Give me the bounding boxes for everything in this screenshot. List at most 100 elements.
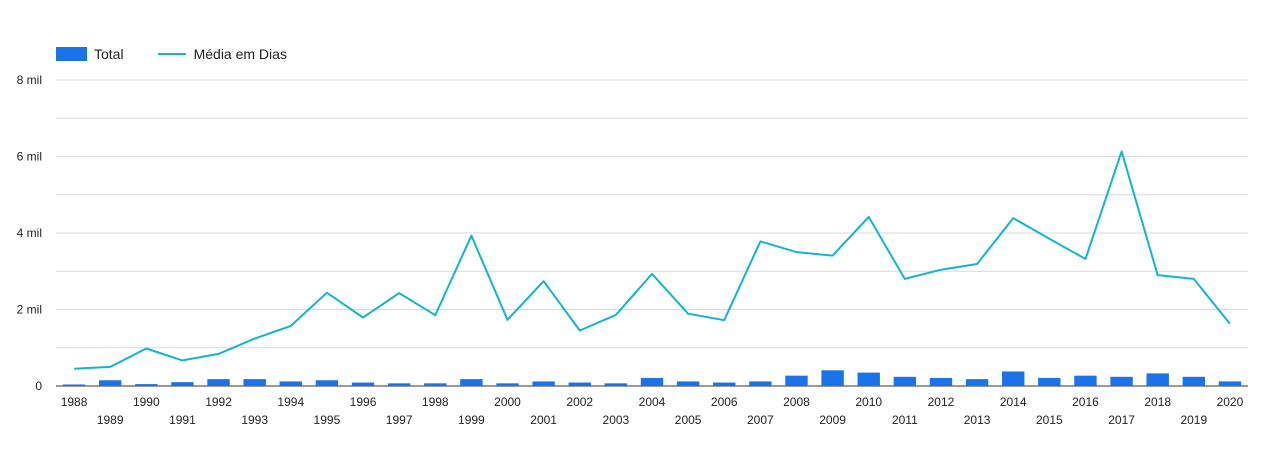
x-tick-label: 2013 (964, 413, 991, 427)
x-tick-label: 2011 (892, 413, 918, 427)
point-media-1991[interactable] (179, 357, 185, 363)
bar-total-1992[interactable] (207, 379, 230, 386)
point-media-2018[interactable] (1155, 272, 1161, 278)
point-media-1988[interactable] (71, 366, 77, 372)
bar-total-1988[interactable] (62, 384, 86, 386)
legend-item-total[interactable]: Total (56, 46, 124, 62)
point-media-2012[interactable] (938, 267, 944, 273)
x-tick-label: 1997 (386, 413, 413, 427)
x-tick-label: 1996 (350, 395, 377, 409)
bar-total-1990[interactable] (135, 384, 158, 386)
point-media-1989[interactable] (107, 364, 113, 370)
point-media-2001[interactable] (541, 278, 547, 284)
point-media-1997[interactable] (396, 290, 402, 296)
bar-total-2017[interactable] (1110, 376, 1133, 386)
point-media-1998[interactable] (432, 312, 438, 318)
x-tick-label: 1999 (458, 413, 485, 427)
point-media-2004[interactable] (649, 271, 655, 277)
point-media-2009[interactable] (830, 253, 836, 259)
point-media-2017[interactable] (1119, 149, 1125, 155)
x-tick-label: 2003 (603, 413, 630, 427)
legend-item-media[interactable]: Média em Dias (157, 46, 287, 62)
bar-total-2000[interactable] (496, 383, 519, 386)
legend-swatch-total (56, 47, 87, 61)
point-media-2006[interactable] (721, 317, 727, 323)
bar-total-2011[interactable] (893, 376, 917, 386)
x-tick-label: 1993 (241, 413, 268, 427)
x-tick-label: 2016 (1072, 395, 1099, 409)
x-tick-label: 2002 (566, 395, 593, 409)
x-tick-label: 1992 (205, 395, 232, 409)
bar-total-2002[interactable] (568, 382, 591, 386)
bar-total-1997[interactable] (387, 383, 411, 386)
bar-total-2016[interactable] (1074, 375, 1097, 386)
legend-label-media: Média em Dias (193, 46, 287, 62)
bar-total-2015[interactable] (1038, 377, 1061, 386)
x-tick-label: 2012 (928, 395, 955, 409)
x-tick-label: 2001 (530, 413, 557, 427)
x-tick-label: 2008 (783, 395, 810, 409)
point-media-2007[interactable] (757, 238, 763, 244)
point-media-2014[interactable] (1010, 215, 1016, 221)
line-media-em-dias[interactable] (74, 150, 1231, 370)
x-tick-label: 2009 (819, 413, 846, 427)
y-tick-label: 6 mil (17, 150, 42, 164)
point-media-2000[interactable] (505, 317, 511, 323)
bar-total-2018[interactable] (1146, 373, 1169, 386)
point-media-2015[interactable] (1046, 236, 1052, 242)
x-tick-label: 2004 (639, 395, 666, 409)
y-tick-label: 0 (35, 379, 42, 393)
bar-total-1995[interactable] (315, 380, 339, 386)
point-media-1993[interactable] (252, 336, 258, 342)
y-tick-label: 8 mil (17, 73, 42, 87)
legend-swatch-media (157, 53, 186, 55)
point-media-2020[interactable] (1227, 321, 1233, 327)
x-tick-label: 2007 (747, 413, 774, 427)
x-tick-label: 2015 (1036, 413, 1063, 427)
bar-total-2013[interactable] (965, 379, 989, 386)
point-media-1994[interactable] (288, 323, 294, 329)
bar-total-2009[interactable] (821, 370, 844, 386)
bar-total-1994[interactable] (279, 381, 302, 386)
point-media-2013[interactable] (974, 261, 980, 267)
bar-total-2003[interactable] (604, 383, 628, 386)
bar-total-2008[interactable] (785, 375, 808, 386)
bar-total-1996[interactable] (351, 382, 375, 386)
point-media-2011[interactable] (902, 276, 908, 282)
bar-total-2004[interactable] (640, 377, 664, 386)
point-media-1996[interactable] (360, 315, 366, 321)
point-media-1992[interactable] (216, 351, 222, 357)
x-tick-label: 2010 (855, 395, 882, 409)
bar-total-2012[interactable] (929, 377, 953, 386)
x-tick-label: 2005 (675, 413, 702, 427)
bar-total-1999[interactable] (460, 379, 483, 386)
point-media-2010[interactable] (866, 214, 872, 220)
bar-total-2007[interactable] (749, 381, 772, 386)
point-media-1995[interactable] (324, 290, 330, 296)
point-media-2016[interactable] (1082, 256, 1088, 262)
point-media-2002[interactable] (577, 328, 583, 334)
bar-total-2019[interactable] (1182, 376, 1206, 386)
point-media-2005[interactable] (685, 311, 691, 317)
x-tick-label: 2014 (1000, 395, 1027, 409)
point-media-1990[interactable] (143, 346, 149, 352)
bar-total-2005[interactable] (676, 381, 700, 386)
point-media-2008[interactable] (793, 249, 799, 255)
bar-total-2006[interactable] (713, 382, 736, 386)
bar-total-1993[interactable] (243, 379, 266, 386)
x-tick-label: 1988 (61, 395, 88, 409)
bar-total-1998[interactable] (424, 383, 447, 386)
point-media-1999[interactable] (468, 233, 474, 239)
bar-total-1991[interactable] (171, 382, 194, 386)
bar-total-2010[interactable] (857, 372, 880, 386)
bar-total-2001[interactable] (532, 381, 555, 386)
legend: Total Média em Dias (56, 46, 321, 62)
bar-total-2020[interactable] (1218, 381, 1242, 386)
bar-total-2014[interactable] (1002, 371, 1025, 386)
point-media-2019[interactable] (1191, 276, 1197, 282)
x-tick-label: 2017 (1108, 413, 1135, 427)
x-tick-label: 1995 (314, 413, 341, 427)
bar-total-1989[interactable] (98, 380, 122, 386)
point-media-2003[interactable] (613, 312, 619, 318)
x-tick-label: 1990 (133, 395, 160, 409)
